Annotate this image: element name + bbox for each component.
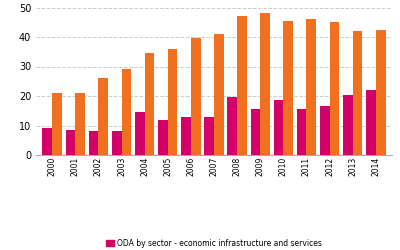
Bar [181, 117, 191, 155]
Bar [353, 31, 362, 155]
Bar [168, 49, 178, 155]
Legend: ODA by sector - economic infrastructure and services, ODA by sector - social inf: ODA by sector - economic infrastructure … [103, 236, 325, 250]
Bar [260, 14, 270, 155]
Bar [274, 100, 283, 155]
Bar [42, 128, 52, 155]
Bar [376, 30, 386, 155]
Bar [320, 106, 330, 155]
Bar [112, 132, 122, 155]
Bar [135, 112, 145, 155]
Bar [343, 94, 353, 155]
Bar [75, 93, 85, 155]
Bar [145, 53, 154, 155]
Bar [330, 22, 339, 155]
Bar [98, 78, 108, 155]
Bar [214, 34, 224, 155]
Bar [191, 38, 200, 155]
Bar [89, 132, 98, 155]
Bar [250, 109, 260, 155]
Bar [366, 90, 376, 155]
Bar [66, 130, 75, 155]
Bar [228, 98, 237, 155]
Bar [283, 21, 293, 155]
Bar [237, 16, 247, 155]
Bar [158, 120, 168, 155]
Bar [52, 93, 62, 155]
Bar [204, 117, 214, 155]
Bar [122, 70, 131, 155]
Bar [297, 109, 306, 155]
Bar [306, 19, 316, 155]
